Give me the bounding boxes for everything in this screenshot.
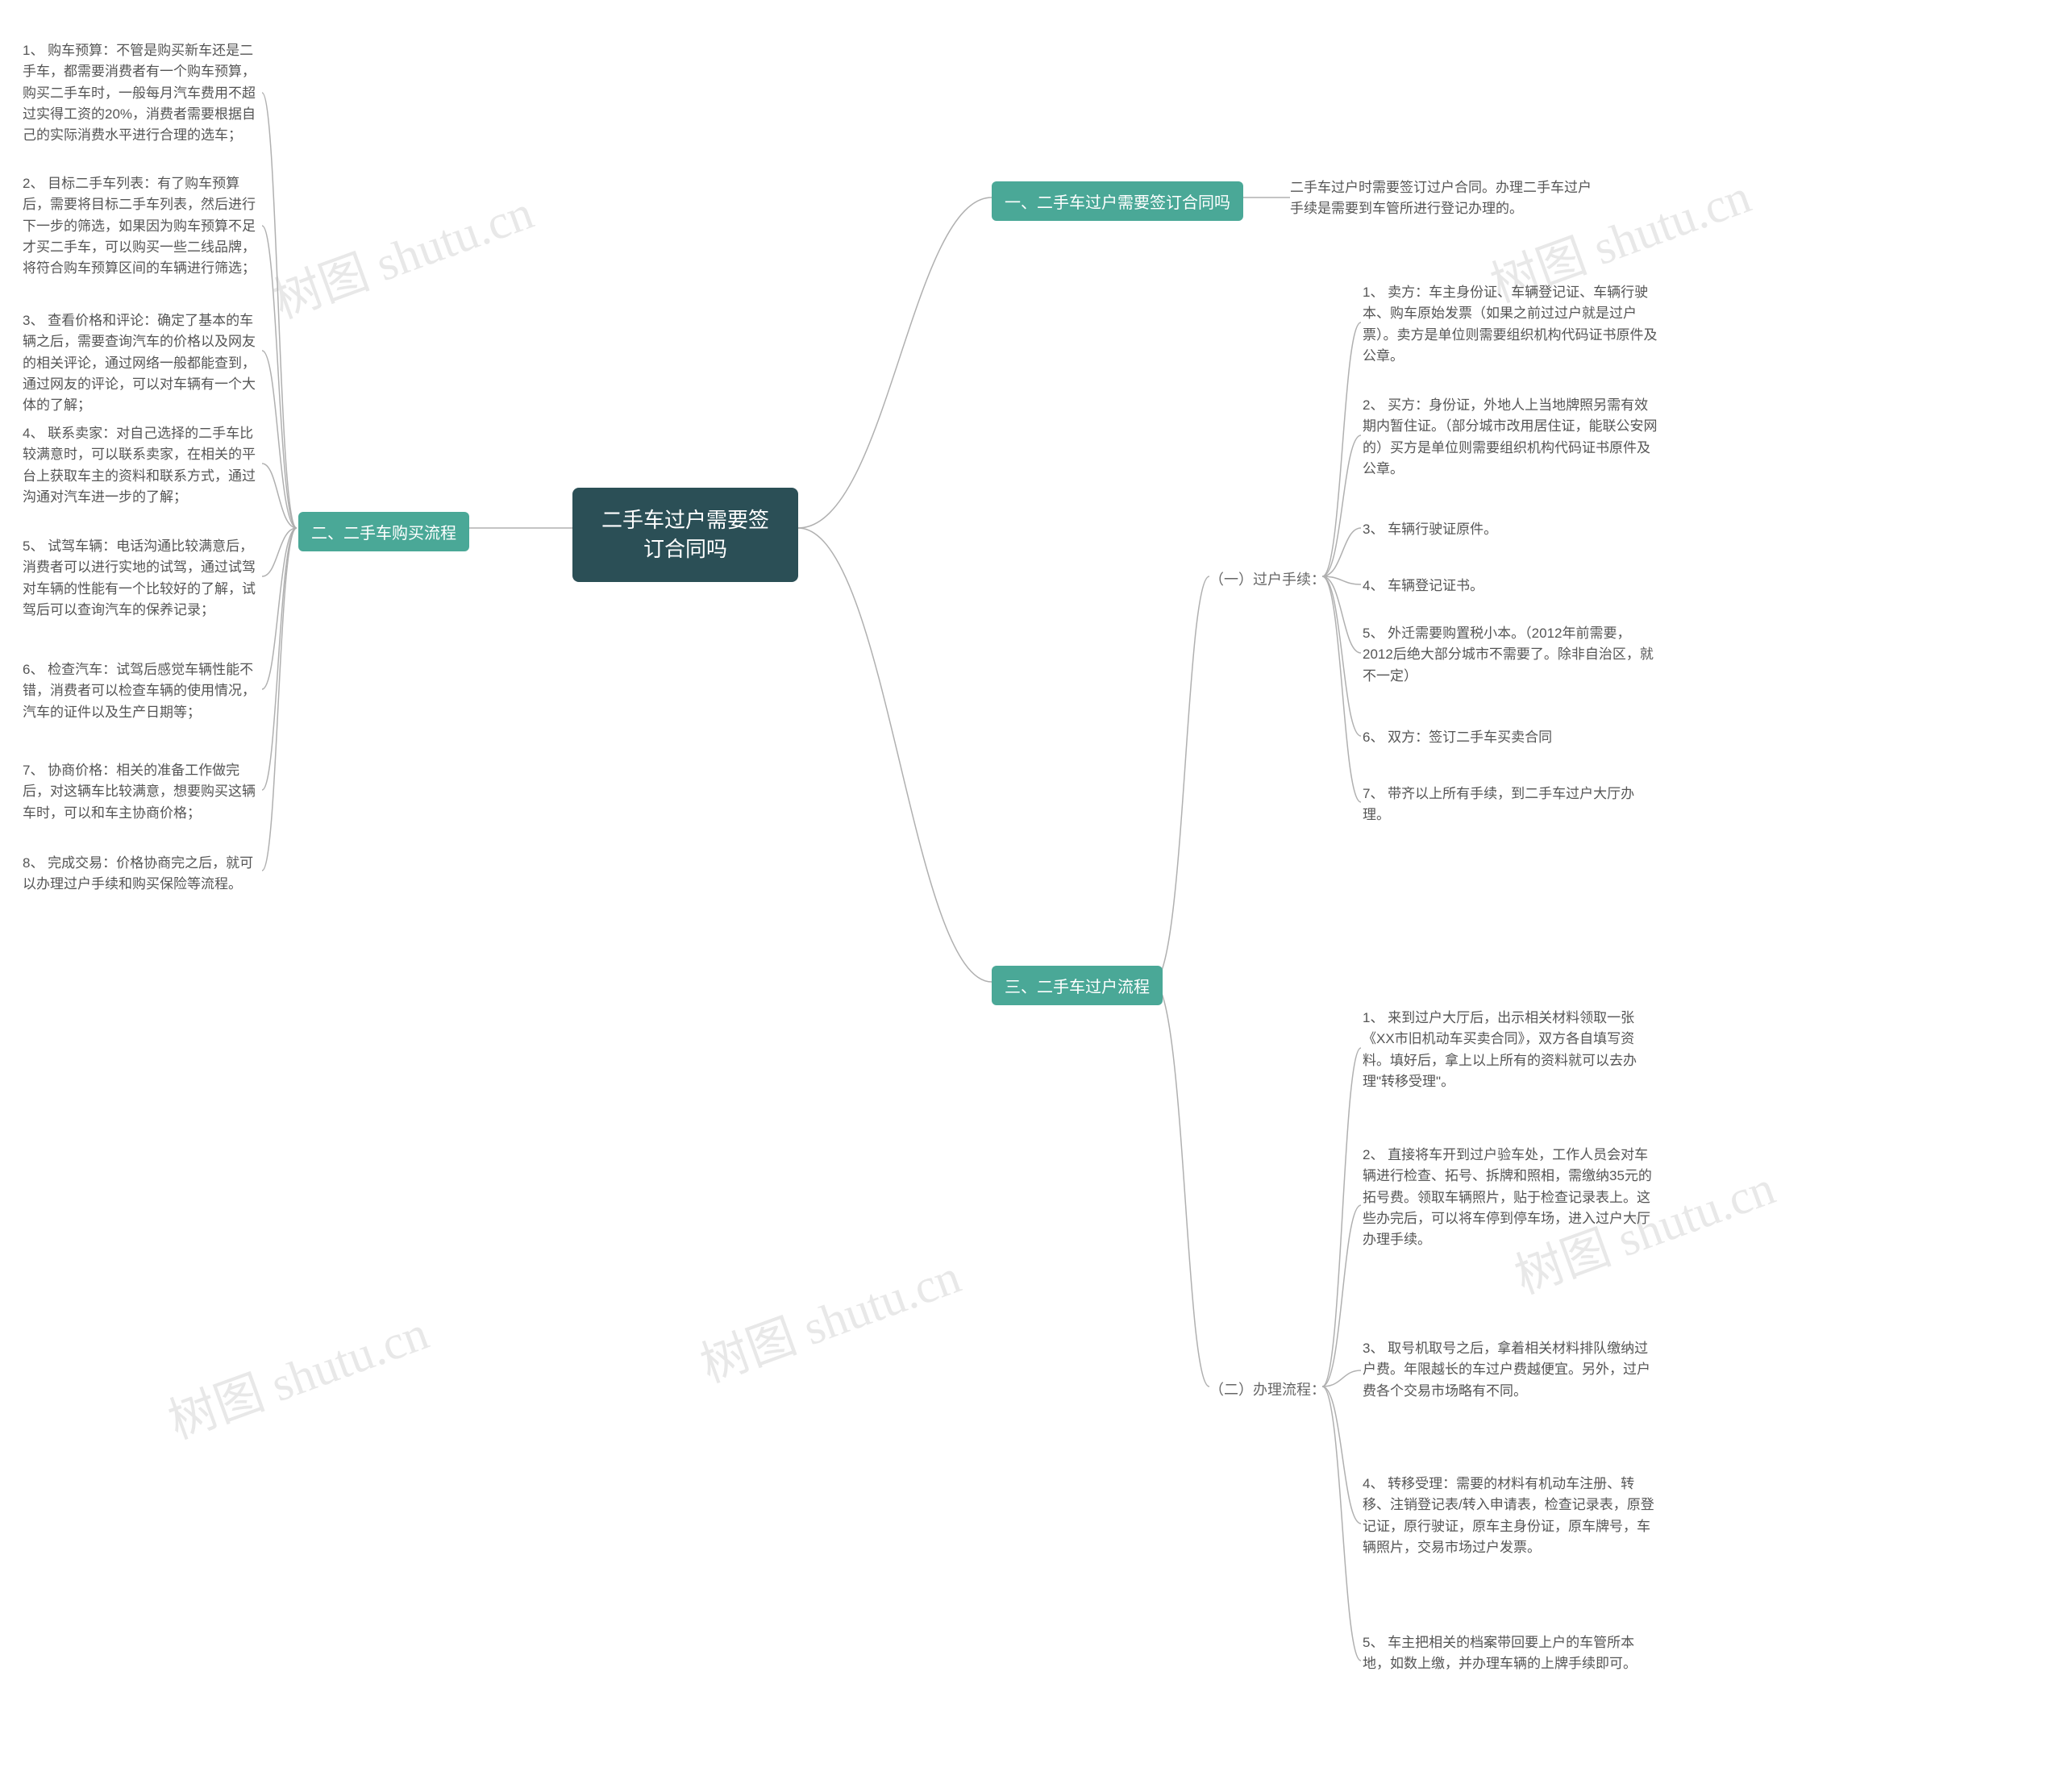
- section3-sub2-item: 1、 来到过户大厅后，出示相关材料领取一张《XX市旧机动车买卖合同》，双方各自填…: [1363, 1008, 1661, 1092]
- section2-item: 6、 检查汽车：试驾后感觉车辆性能不错，消费者可以检查车辆的使用情况，汽车的证件…: [23, 659, 264, 723]
- section3-sub1-item: 3、 车辆行驶证原件。: [1363, 519, 1661, 540]
- connectors: [0, 0, 2064, 1792]
- section3-title: 三、二手车过户流程: [992, 966, 1163, 1005]
- section3-sub2-item: 5、 车主把相关的档案带回要上户的车管所本地，如数上缴，并办理车辆的上牌手续即可…: [1363, 1632, 1661, 1675]
- section2-item: 4、 联系卖家：对自己选择的二手车比较满意时，可以联系卖家，在相关的平台上获取车…: [23, 423, 264, 508]
- section3-sub2-title: （二）办理流程：: [1209, 1378, 1325, 1399]
- section3-sub1-item: 2、 买方：身份证，外地人上当地牌照另需有效期内暂住证。（部分城市改用居住证，能…: [1363, 395, 1661, 480]
- section1-content: 二手车过户时需要签订过户合同。办理二手车过户手续是需要到车管所进行登记办理的。: [1290, 177, 1596, 220]
- section2-item: 1、 购车预算：不管是购买新车还是二手车，都需要消费者有一个购车预算，购买二手车…: [23, 40, 264, 147]
- section3-sub1-item: 4、 车辆登记证书。: [1363, 576, 1661, 597]
- watermark: 树图 shutu.cn: [157, 1294, 436, 1453]
- section3-sub2-item: 2、 直接将车开到过户验车处，工作人员会对车辆进行检查、拓号、拆牌和照相，需缴纳…: [1363, 1145, 1661, 1251]
- section2-item: 2、 目标二手车列表：有了购车预算后，需要将目标二手车列表，然后进行下一步的筛选…: [23, 173, 264, 280]
- watermark: 树图 shutu.cn: [262, 173, 541, 332]
- section2-title: 二、二手车购买流程: [298, 512, 469, 551]
- section2-item: 3、 查看价格和评论：确定了基本的车辆之后，需要查询汽车的价格以及网友的相关评论…: [23, 310, 264, 417]
- section3-sub1-item: 5、 外迁需要购置税小本。（2012年前需要，2012后绝大部分城市不需要了。除…: [1363, 623, 1661, 687]
- section2-item: 5、 试驾车辆：电话沟通比较满意后，消费者可以进行实地的试驾，通过试驾对车辆的性…: [23, 536, 264, 621]
- section1-title: 一、二手车过户需要签订合同吗: [992, 181, 1243, 221]
- watermark: 树图 shutu.cn: [689, 1237, 968, 1396]
- section2-item: 8、 完成交易：价格协商完之后，就可以办理过户手续和购买保险等流程。: [23, 853, 264, 896]
- root-node: 二手车过户需要签订合同吗: [572, 488, 798, 582]
- section3-sub1-title: （一）过户手续：: [1209, 568, 1325, 589]
- section3-sub2-item: 4、 转移受理：需要的材料有机动车注册、转移、注销登记表/转入申请表，检查记录表…: [1363, 1474, 1661, 1558]
- section2-item: 7、 协商价格：相关的准备工作做完后，对这辆车比较满意，想要购买这辆车时，可以和…: [23, 760, 264, 824]
- section3-sub1-item: 1、 卖方：车主身份证、车辆登记证、车辆行驶本、购车原始发票（如果之前过过户就是…: [1363, 282, 1661, 367]
- section3-sub1-item: 6、 双方：签订二手车买卖合同: [1363, 727, 1661, 748]
- section3-sub2-item: 3、 取号机取号之后，拿着相关材料排队缴纳过户费。年限越长的车过户费越便宜。另外…: [1363, 1338, 1661, 1402]
- section3-sub1-item: 7、 带齐以上所有手续，到二手车过户大厅办理。: [1363, 784, 1661, 826]
